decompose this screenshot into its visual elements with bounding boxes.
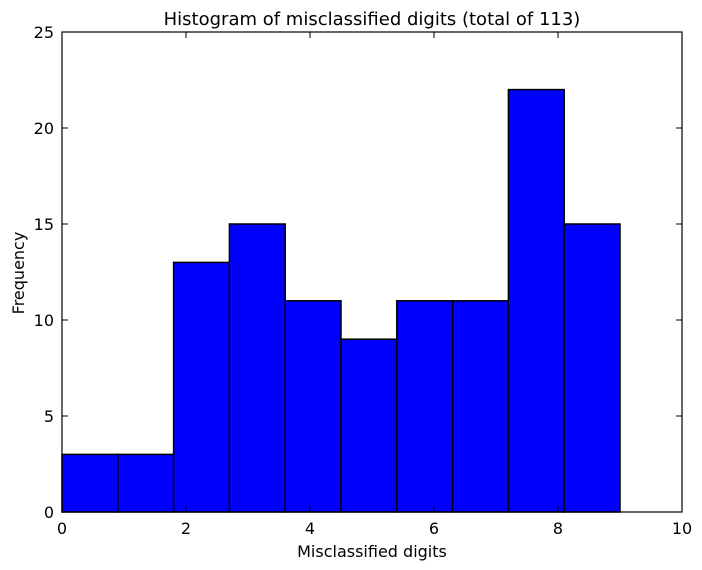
y-tick-label: 15 xyxy=(34,215,54,234)
histogram-bar-3 xyxy=(228,223,286,513)
y-axis-label: Frequency xyxy=(9,232,28,315)
chart-title: Histogram of misclassified digits (total… xyxy=(164,9,581,30)
y-tick-label: 20 xyxy=(34,119,54,138)
y-tick-label: 25 xyxy=(34,23,54,42)
histogram-bar-8 xyxy=(507,88,565,513)
y-tick-label: 5 xyxy=(44,407,54,426)
x-tick-label: 2 xyxy=(181,519,191,538)
x-tick-label: 6 xyxy=(429,519,439,538)
histogram-bar-5 xyxy=(340,338,398,513)
histogram-bar-1 xyxy=(117,453,175,513)
x-tick-label: 0 xyxy=(57,519,67,538)
x-tick-label: 8 xyxy=(553,519,563,538)
y-tick-label: 0 xyxy=(44,503,54,522)
histogram-bar-2 xyxy=(172,261,231,513)
x-axis-label: Misclassified digits xyxy=(297,542,447,561)
axis-ticks: 0 2 4 6 8 10 0 5 10 15 20 25 xyxy=(34,23,693,538)
y-tick-label: 10 xyxy=(34,311,54,330)
histogram-bar-7 xyxy=(451,300,510,513)
histogram-bar-9 xyxy=(563,223,621,513)
x-tick-label: 10 xyxy=(672,519,692,538)
x-tick-label: 4 xyxy=(305,519,315,538)
histogram-bar-4 xyxy=(284,300,342,513)
bars-group xyxy=(61,88,621,513)
histogram-bar-6 xyxy=(396,300,454,513)
plot-area: 0 2 4 6 8 10 0 5 10 15 20 25 xyxy=(34,23,693,538)
plot-frame xyxy=(61,31,683,513)
histogram-bar-0 xyxy=(61,453,119,513)
